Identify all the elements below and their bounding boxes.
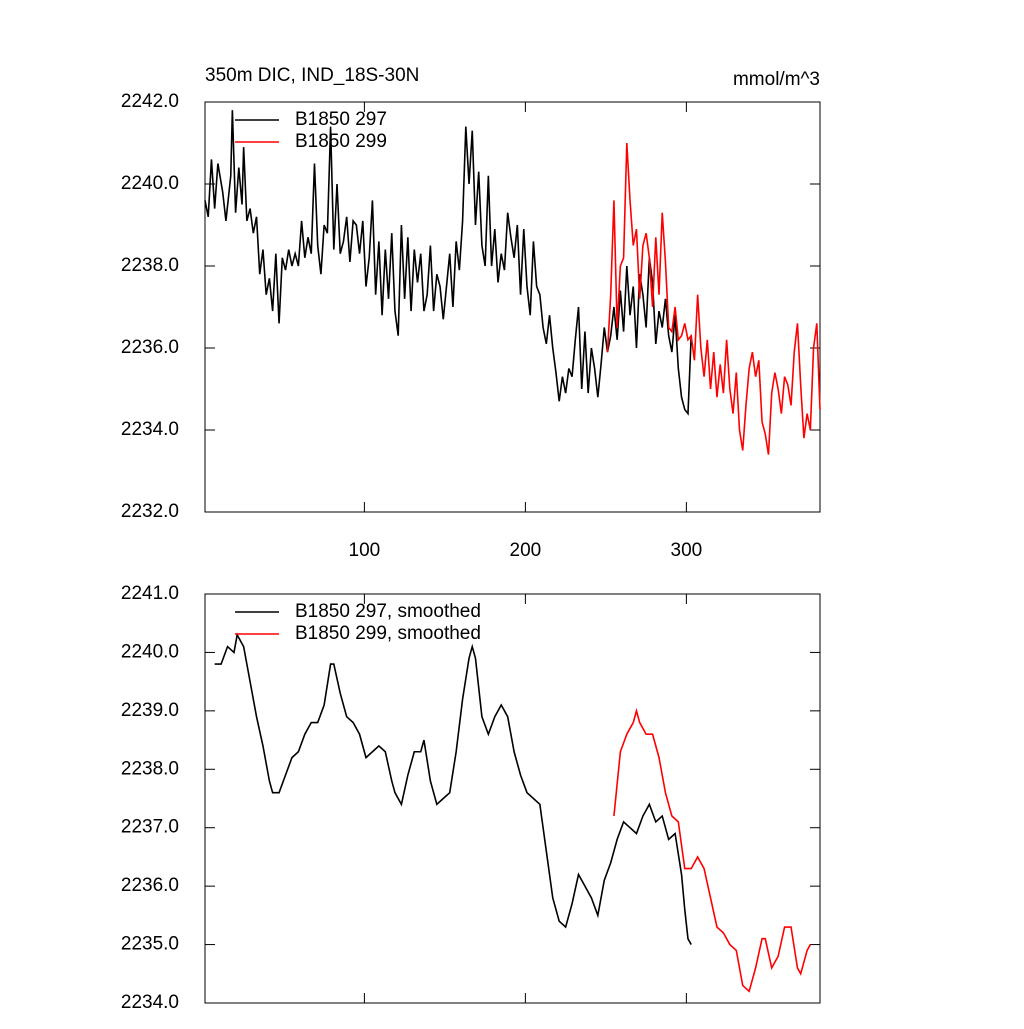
y-tick-label: 2238.0 <box>121 758 179 779</box>
y-tick-label: 2240.0 <box>121 173 179 194</box>
units-label: mmol/m^3 <box>733 69 820 90</box>
y-tick-label: 2242.0 <box>121 91 179 112</box>
y-tick-label: 2237.0 <box>121 817 179 838</box>
legend-label: B1850 297, smoothed <box>295 601 481 622</box>
y-tick-label: 2232.0 <box>121 501 179 522</box>
y-tick-label: 2239.0 <box>121 700 179 721</box>
x-tick-label: 300 <box>671 540 703 561</box>
y-tick-label: 2241.0 <box>121 583 179 604</box>
y-tick-label: 2240.0 <box>121 641 179 662</box>
y-tick-label: 2236.0 <box>121 875 179 896</box>
x-tick-label: 100 <box>349 540 381 561</box>
legend-label: B1850 299, smoothed <box>295 623 481 644</box>
y-tick-label: 2234.0 <box>121 992 179 1013</box>
data-line <box>606 142 821 455</box>
plot-frame <box>204 101 821 513</box>
y-tick-label: 2234.0 <box>121 419 179 440</box>
legend-label: B1850 297 <box>295 109 387 130</box>
y-tick-label: 2235.0 <box>121 934 179 955</box>
chart-title: 350m DIC, IND_18S-30N <box>205 65 419 86</box>
data-line <box>204 110 692 416</box>
data-line <box>613 707 812 993</box>
x-tick-label: 200 <box>510 540 542 561</box>
y-tick-label: 2238.0 <box>121 255 179 276</box>
legend-label: B1850 299 <box>295 131 387 152</box>
data-line <box>214 632 692 945</box>
y-tick-label: 2236.0 <box>121 337 179 358</box>
plot-frame <box>204 593 821 1004</box>
